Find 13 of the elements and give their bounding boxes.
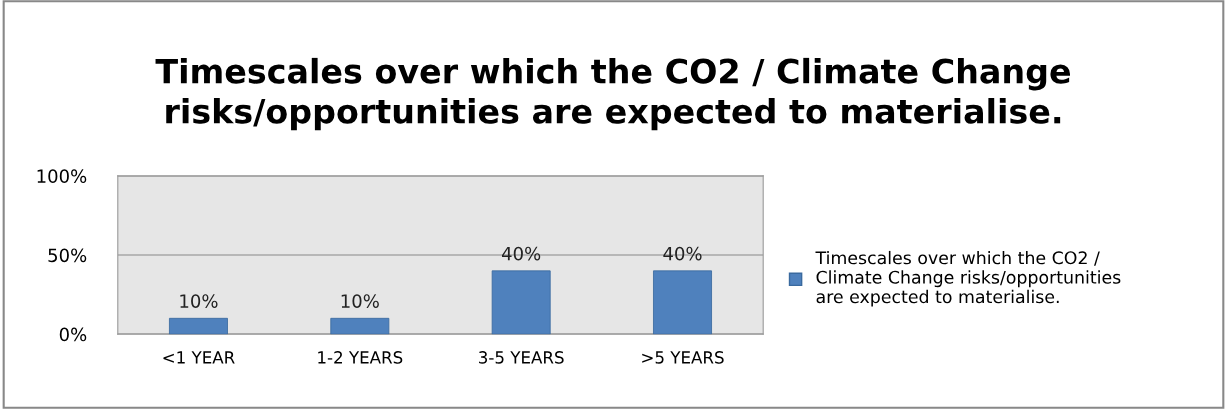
y-tick-label: 50% [48,248,87,263]
data-label: 10% [341,294,379,308]
y-tick-label: 100% [37,169,87,183]
x-tick-label: <1 YEAR [163,351,235,364]
x-tick-label: 1-2 YEARS [318,351,403,364]
legend-label: Timescales over which the CO2 / Climate Change risks/opportunities are expected to materialise. [815,250,1121,307]
data-label: 40% [501,246,541,261]
chart-title: Timescales over which the CO2 / Climate Change risks/opportunities are expected to materialise. [155,57,1070,131]
y-tick-label: 0% [59,327,87,342]
x-tick-label: 3-5 YEARS [479,351,564,364]
data-label: 40% [663,246,702,261]
data-label: 10% [180,294,218,308]
x-tick-label: >5 YEARS [642,351,724,364]
